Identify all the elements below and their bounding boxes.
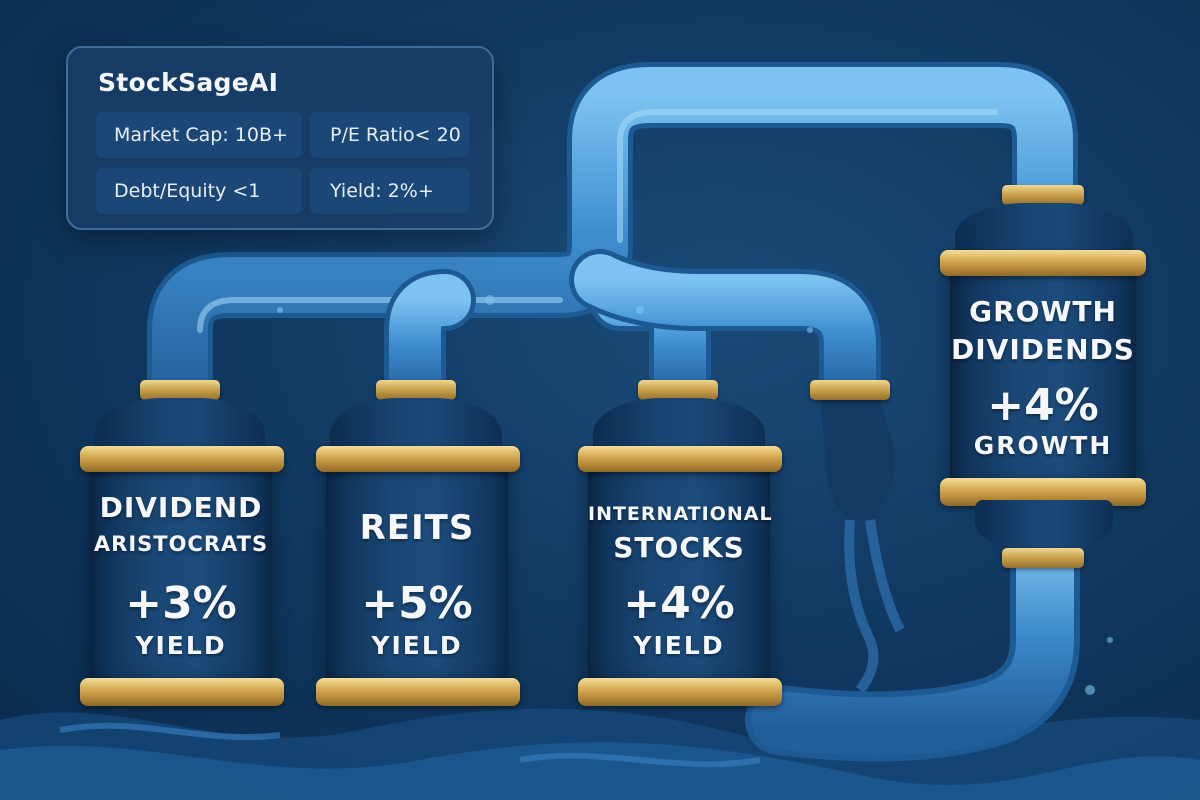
tank-unit: YIELD — [135, 631, 227, 660]
tank-unit: YIELD — [371, 631, 463, 660]
tank-collar — [638, 380, 718, 400]
tank-collar — [1002, 185, 1084, 205]
tank-body: DIVIDEND ARISTOCRATS +3% YIELD — [90, 460, 272, 686]
market-cap-filter[interactable]: Market Cap: 10B+ — [96, 112, 302, 158]
tank-outlet-collar — [1002, 548, 1084, 568]
tank-value: +3% — [125, 578, 237, 629]
tank-unit: GROWTH — [973, 431, 1113, 460]
tank-bottom-band — [80, 678, 284, 706]
tank-name-line1: GROWTH — [969, 295, 1117, 328]
tank-body: INTERNATIONAL STOCKS +4% YIELD — [588, 460, 773, 686]
tank-bottom-band — [578, 678, 782, 706]
main-pipe — [147, 62, 1078, 428]
tank-name-line1: REITS — [359, 508, 475, 548]
yield-filter[interactable]: Yield: 2%+ — [310, 168, 470, 214]
tank-base — [975, 500, 1113, 552]
tank-name-line1: INTERNATIONAL — [588, 503, 773, 525]
tank-value: +4% — [623, 578, 735, 629]
spout — [820, 400, 905, 694]
tank-name-line1: DIVIDEND — [99, 491, 263, 524]
tank-top-band — [80, 446, 284, 472]
tank-top-band — [316, 446, 520, 472]
tank-top-band — [940, 250, 1146, 276]
tank-value: +5% — [361, 578, 473, 629]
bubbles — [277, 295, 1113, 695]
filter-panel: StockSageAI Market Cap: 10B+ P/E Ratio< … — [66, 46, 494, 230]
tank-collar — [140, 380, 220, 400]
water-waves — [0, 708, 1200, 800]
tank-name-line2: ARISTOCRATS — [93, 532, 269, 556]
tank-collar — [376, 380, 456, 400]
tank-name-line2: STOCKS — [613, 531, 745, 564]
tank-bottom-band — [316, 678, 520, 706]
tank-top-band — [578, 446, 782, 472]
filter-chips: Market Cap: 10B+ P/E Ratio< 20 Debt/Equi… — [68, 48, 492, 228]
tank-unit: YIELD — [633, 631, 725, 660]
tank-value: +4% — [987, 380, 1099, 431]
spout-collar — [810, 380, 890, 400]
tank-body: GROWTH DIVIDENDS +4% GROWTH — [950, 262, 1136, 490]
tank-name-line2: DIVIDENDS — [951, 333, 1135, 366]
tank-shoulder — [955, 203, 1133, 259]
branch-pipes — [384, 249, 881, 426]
app-title: StockSageAI — [98, 68, 279, 97]
pe-ratio-filter[interactable]: P/E Ratio< 20 — [310, 112, 470, 158]
outflow-pipe — [745, 525, 1080, 762]
debt-equity-filter[interactable]: Debt/Equity <1 — [96, 168, 302, 214]
tank-body: REITS +5% YIELD — [326, 460, 508, 686]
